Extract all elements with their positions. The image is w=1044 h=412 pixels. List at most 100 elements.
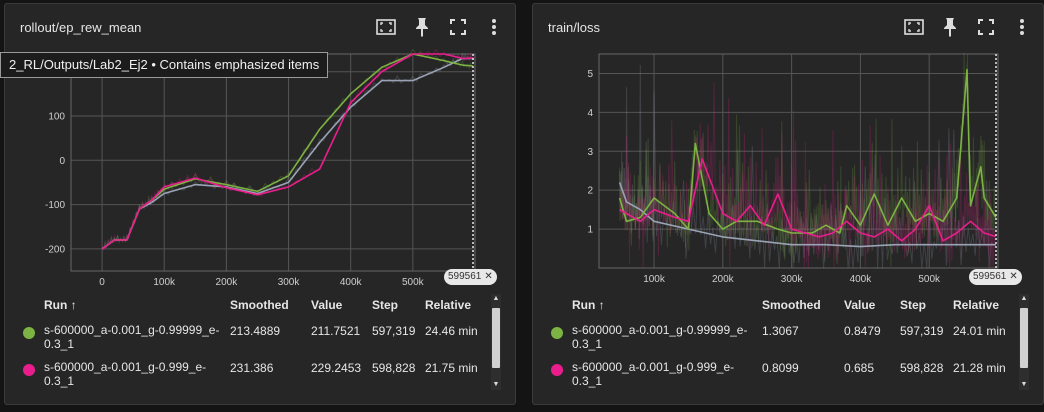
x-tick-label: 300k	[278, 277, 301, 288]
y-tick-label: 3	[587, 147, 593, 158]
step-cell: 598,828	[372, 361, 416, 375]
y-tick-label: 1	[587, 225, 593, 236]
fit-domain-icon[interactable]	[375, 16, 397, 38]
run-color-dot	[551, 327, 563, 339]
close-icon[interactable]: ✕	[484, 271, 493, 282]
col-run-header[interactable]: Run ↑	[44, 298, 77, 312]
smoothed-cell: 1.3067	[762, 324, 799, 338]
fit-domain-icon[interactable]	[903, 16, 925, 38]
x-tick-label: 200k	[712, 274, 735, 285]
grid-lines	[71, 54, 475, 271]
card-toolbar	[375, 16, 505, 38]
run-name-line2: 0.3_1	[572, 337, 603, 351]
pin-icon[interactable]	[939, 16, 961, 38]
series-line-pink[interactable]	[619, 158, 997, 242]
raw-series-line	[619, 64, 994, 268]
x-tick-label: 300k	[781, 274, 804, 285]
series-line-gray[interactable]	[101, 57, 474, 250]
step-cell: 598,828	[900, 361, 944, 375]
step-cell: 597,319	[900, 324, 944, 338]
value-cell: 229.2453	[311, 361, 362, 375]
y-tick-label: 2	[587, 186, 593, 197]
value-cell: 211.7521	[311, 324, 361, 338]
pin-icon[interactable]	[411, 16, 433, 38]
y-tick-label: 100	[48, 112, 65, 123]
step-chip-value: 599561	[973, 271, 1007, 282]
step-chip[interactable]: 599561 ✕	[444, 269, 497, 285]
series-line-green[interactable]	[101, 53, 474, 250]
run-name: s-600000_a-0.001_g-0.99999_e- 0.3_1	[572, 323, 747, 351]
col-step-header[interactable]: Step	[372, 298, 399, 312]
line-chart-train-loss[interactable]: 100k 200k 300k 400k 500k 1 2 3 4 5	[533, 4, 1043, 294]
run-name-line1: s-600000_a-0.001_g-0.99999_e-	[44, 323, 220, 337]
run-color-dot	[23, 364, 35, 376]
x-tick-label: 0	[99, 277, 105, 288]
run-name-line1: s-600000_a-0.001_g-0.99999_e-	[572, 323, 748, 337]
fullscreen-icon[interactable]	[975, 16, 997, 38]
run-tooltip: 2_RL/Outputs/Lab2_Ej2 • Contains emphasi…	[0, 52, 329, 78]
table-row[interactable]: s-600000_a-0.001_g-0.999_e- 0.3_1 0.8099 …	[533, 359, 1023, 395]
scroll-thumb[interactable]	[492, 308, 500, 368]
run-name-line1: s-600000_a-0.001_g-0.999_e-	[44, 360, 207, 374]
scroll-up-icon[interactable]: ▲	[492, 295, 500, 302]
scroll-down-icon[interactable]: ▼	[1020, 381, 1028, 388]
table-row[interactable]: s-600000_a-0.001_g-0.999_e- 0.3_1 231.386…	[5, 359, 495, 395]
smoothed-cell: 231.386	[230, 361, 274, 375]
col-smoothed-header[interactable]: Smoothed	[230, 298, 289, 312]
step-chip-value: 599561	[448, 271, 482, 282]
card-toolbar	[903, 16, 1033, 38]
relative-cell: 24.01 min	[953, 324, 1006, 338]
run-name: s-600000_a-0.001_g-0.999_e- 0.3_1	[44, 360, 206, 388]
x-tick-label: 100k	[153, 277, 176, 288]
col-smoothed-header[interactable]: Smoothed	[762, 298, 821, 312]
plot-frame	[70, 53, 476, 272]
close-icon[interactable]: ✕	[1009, 271, 1018, 282]
run-color-dot	[551, 364, 563, 376]
scroll-up-icon[interactable]: ▲	[1020, 295, 1028, 302]
run-name-line2: 0.3_1	[572, 374, 603, 388]
x-tick-label: 400k	[850, 274, 873, 285]
col-relative-header[interactable]: Relative	[953, 298, 1000, 312]
col-relative-header[interactable]: Relative	[425, 298, 472, 312]
scroll-thumb[interactable]	[1020, 308, 1028, 368]
step-cell: 597,319	[372, 324, 416, 338]
more-vert-icon[interactable]	[1011, 16, 1033, 38]
value-cell: 0.8479	[844, 324, 881, 338]
x-tick-label: 500k	[402, 277, 425, 288]
y-tick-label: -100	[45, 200, 65, 211]
relative-cell: 21.28 min	[953, 361, 1006, 375]
smoothed-cell: 213.4889	[230, 324, 281, 338]
series-line-gray[interactable]	[618, 182, 996, 248]
run-name-line2: 0.3_1	[44, 337, 75, 351]
col-step-header[interactable]: Step	[900, 298, 927, 312]
table-row[interactable]: s-600000_a-0.001_g-0.99999_e- 0.3_1 213.4…	[5, 322, 495, 358]
x-tick-label: 200k	[216, 277, 239, 288]
x-tick-label: 400k	[340, 277, 363, 288]
table-scrollbar[interactable]: ▲ ▼	[1019, 294, 1029, 390]
run-name: s-600000_a-0.001_g-0.999_e- 0.3_1	[572, 360, 734, 388]
scroll-down-icon[interactable]: ▼	[492, 381, 500, 388]
raw-series-line	[101, 53, 473, 250]
table-scrollbar[interactable]: ▲ ▼	[491, 294, 501, 390]
run-name: s-600000_a-0.001_g-0.99999_e- 0.3_1	[44, 323, 219, 351]
step-chip[interactable]: 599561 ✕	[969, 269, 1022, 285]
value-cell: 0.685	[844, 361, 875, 375]
col-value-header[interactable]: Value	[844, 298, 876, 312]
card-title: train/loss	[548, 20, 601, 35]
col-run-header[interactable]: Run ↑	[572, 298, 605, 312]
series-line-pink[interactable]	[101, 53, 474, 250]
fullscreen-icon[interactable]	[447, 16, 469, 38]
relative-cell: 21.75 min	[425, 361, 478, 375]
chart-card-train-loss: train/loss 100k 200k 300k 400k 500k 1 2 3 4 5 599…	[532, 3, 1044, 405]
raw-series-line	[619, 82, 996, 268]
more-vert-icon[interactable]	[483, 16, 505, 38]
plot-frame	[598, 53, 999, 269]
run-color-dot	[23, 327, 35, 339]
col-value-header[interactable]: Value	[311, 298, 343, 312]
x-tick-label: 500k	[918, 274, 941, 285]
y-tick-label: 5	[587, 69, 593, 80]
x-tick-label: 100k	[643, 274, 666, 285]
series-line-green[interactable]	[618, 68, 997, 234]
table-row[interactable]: s-600000_a-0.001_g-0.99999_e- 0.3_1 1.306…	[533, 322, 1023, 358]
